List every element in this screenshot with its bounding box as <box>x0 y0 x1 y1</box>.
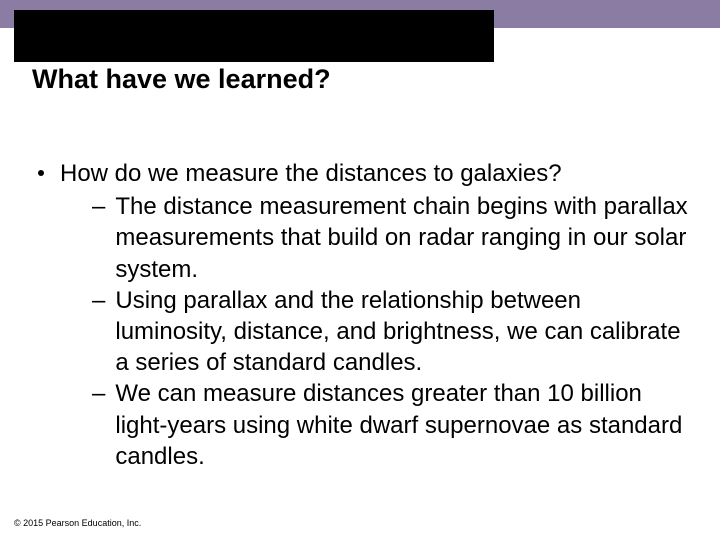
sub-bullet-row: – The distance measurement chain begins … <box>92 191 690 285</box>
slide-content: How do we measure the distances to galax… <box>38 158 690 472</box>
title-black-box <box>14 10 494 62</box>
dash-icon: – <box>92 285 105 316</box>
bullet-icon <box>38 170 44 176</box>
dash-icon: – <box>92 191 105 222</box>
main-bullet-text: How do we measure the distances to galax… <box>60 158 562 189</box>
sub-bullet-text: The distance measurement chain begins wi… <box>115 191 690 285</box>
sub-bullet-row: – Using parallax and the relationship be… <box>92 285 690 379</box>
sub-bullet-text: Using parallax and the relationship betw… <box>115 285 690 379</box>
main-bullet-row: How do we measure the distances to galax… <box>38 158 690 189</box>
slide-title: What have we learned? <box>32 64 331 95</box>
sub-bullet-text: We can measure distances greater than 10… <box>115 378 690 472</box>
dash-icon: – <box>92 378 105 409</box>
sub-bullet-row: – We can measure distances greater than … <box>92 378 690 472</box>
copyright-text: © 2015 Pearson Education, Inc. <box>14 518 141 528</box>
sub-bullet-list: – The distance measurement chain begins … <box>92 191 690 472</box>
